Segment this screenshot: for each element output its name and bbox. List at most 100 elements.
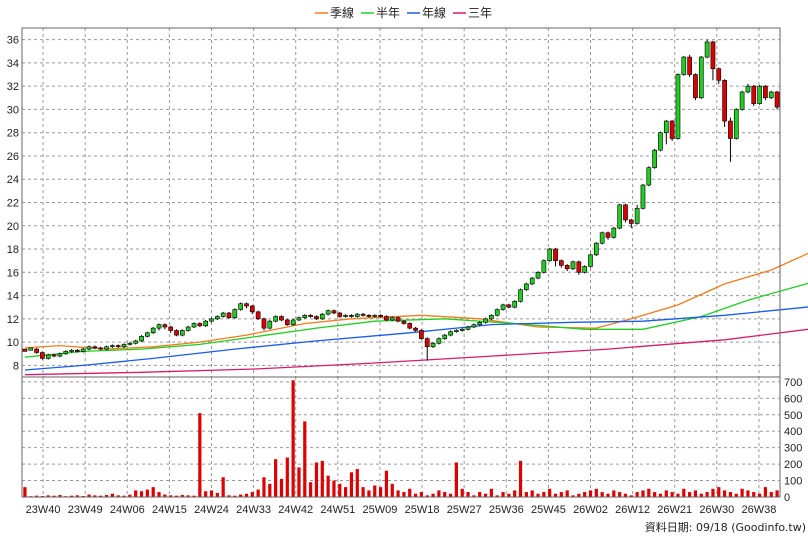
candle-body — [104, 346, 109, 350]
candlesticks — [22, 39, 780, 361]
candle-body — [541, 260, 547, 273]
volume-bar — [670, 492, 674, 497]
candle-body — [728, 120, 733, 139]
volume-bar — [104, 495, 109, 497]
candle-body — [652, 149, 657, 168]
candle-body — [360, 313, 366, 316]
volume-bar — [309, 482, 313, 497]
x-axis-ticks: 23W40 23W49 24W06 24W15 24W24 24W33 24W42 24W51… — [26, 504, 777, 516]
volume-bar — [355, 469, 359, 497]
volume-bar — [145, 489, 149, 497]
volume-bar — [460, 488, 464, 497]
legend-label-ma-h: 半年 — [376, 6, 400, 20]
candle-body — [593, 242, 599, 256]
price-tick-label: 10 — [7, 337, 19, 349]
volume-bar — [734, 493, 738, 497]
volume-bar — [314, 462, 319, 497]
volume-bar — [629, 495, 633, 497]
volume-bar — [676, 493, 680, 497]
volume-bar — [565, 490, 569, 497]
x-tick-label: 25W09 — [363, 504, 398, 516]
x-tick-label: 25W45 — [531, 504, 566, 516]
candle-body — [628, 219, 634, 224]
volume-bar — [658, 493, 663, 497]
candle-body — [454, 330, 459, 332]
price-tick-label: 36 — [7, 35, 19, 47]
candle-body — [675, 74, 681, 139]
volume-bar — [139, 491, 144, 497]
volume-tick-label: 500 — [784, 410, 802, 422]
volume-bar — [268, 483, 272, 497]
candle-body — [279, 316, 284, 321]
volume-grid — [22, 377, 780, 498]
volume-bar — [349, 472, 354, 497]
candle-body — [51, 354, 57, 357]
candle-body — [115, 345, 121, 348]
volume-bar — [239, 494, 243, 497]
candle-body — [494, 309, 500, 316]
volume-bar — [128, 494, 132, 497]
volume-bar — [221, 477, 225, 497]
x-tick-label: 24W06 — [110, 504, 145, 516]
volume-bar — [262, 477, 266, 497]
volume-bar — [163, 494, 167, 497]
candle-body — [483, 318, 488, 323]
x-tick-label: 24W33 — [236, 504, 271, 516]
volume-bar — [134, 490, 138, 497]
volume-bar — [250, 492, 254, 497]
volume-tick-label: 400 — [784, 426, 802, 438]
candle-body — [325, 310, 331, 315]
candle-body — [261, 318, 267, 329]
volume-bars — [23, 380, 779, 497]
volume-bar — [157, 492, 161, 497]
candle-body — [28, 347, 34, 351]
volume-bar — [553, 493, 558, 497]
candle-body — [366, 315, 372, 317]
volume-bar — [594, 488, 598, 497]
volume-bar — [373, 485, 377, 497]
candle-body — [710, 41, 716, 70]
volume-bar — [413, 493, 418, 497]
volume-bar — [52, 495, 56, 497]
candle-body — [133, 340, 139, 344]
volume-bar — [571, 495, 575, 497]
x-tick-label: 24W15 — [152, 504, 187, 516]
candle-body — [98, 347, 104, 350]
candle-body — [576, 261, 582, 273]
volume-bar — [297, 467, 301, 497]
x-tick-label: 23W40 — [26, 504, 61, 516]
candle-body — [430, 342, 436, 348]
candle-body — [477, 322, 483, 325]
candle-body — [745, 85, 751, 93]
volume-bar — [437, 490, 441, 497]
candle-body — [518, 289, 523, 302]
candle-body — [588, 254, 593, 267]
candle-body — [704, 41, 710, 58]
volume-bar — [99, 495, 103, 497]
volume-bar — [285, 457, 289, 497]
candle-body — [302, 315, 308, 318]
candle-body — [232, 309, 238, 318]
candle-body — [273, 316, 278, 322]
candle-body — [389, 317, 395, 321]
volume-bar — [303, 421, 307, 497]
candle-body — [34, 348, 39, 353]
price-tick-label: 18 — [7, 244, 19, 256]
volume-bar — [752, 492, 756, 497]
candle-body — [378, 315, 383, 317]
volume-bar — [746, 490, 750, 497]
x-tick-label: 23W49 — [68, 504, 103, 516]
candle-body — [226, 312, 232, 318]
candle-body — [599, 232, 605, 244]
candle-body — [209, 318, 214, 322]
candle-body — [372, 315, 378, 317]
candle-body — [267, 320, 273, 329]
candle-body — [45, 354, 51, 359]
volume-bar — [518, 460, 523, 497]
volume-bar — [110, 493, 114, 497]
volume-bar — [495, 495, 499, 497]
volume-bar — [466, 492, 470, 497]
candle-body — [465, 326, 471, 330]
volume-bar — [775, 490, 779, 497]
